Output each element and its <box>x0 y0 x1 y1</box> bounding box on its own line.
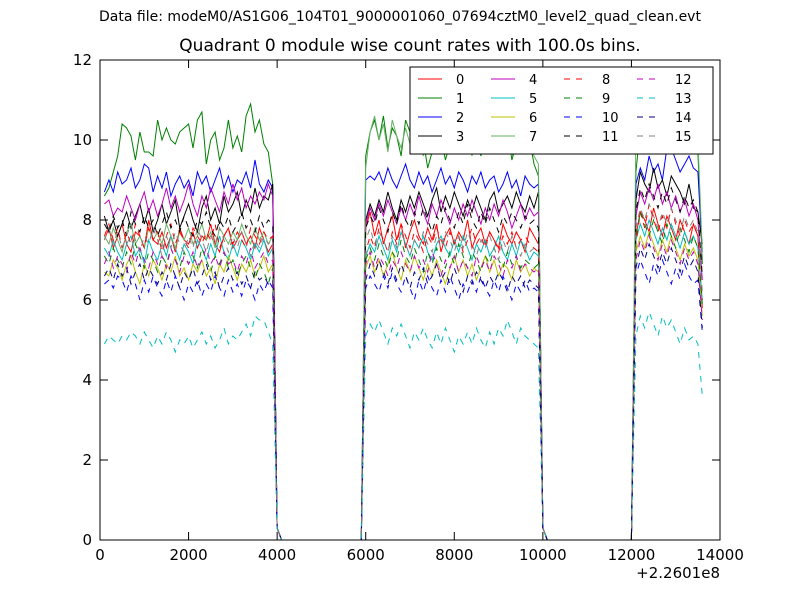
y-tick-label: 4 <box>82 371 92 389</box>
legend-label-7: 7 <box>529 130 537 145</box>
series-line-12 <box>103 234 703 540</box>
legend-label-6: 6 <box>529 111 537 126</box>
series-line-14 <box>103 242 703 540</box>
x-tick-label: 0 <box>95 546 105 564</box>
legend-label-4: 4 <box>529 73 537 88</box>
y-tick-label: 6 <box>82 291 92 309</box>
x-tick-label: 4000 <box>258 546 296 564</box>
series-line-2 <box>103 147 703 540</box>
legend-label-13: 13 <box>675 92 692 107</box>
series-line-9 <box>103 210 703 540</box>
x-tick-label: 2000 <box>169 546 207 564</box>
legend-label-9: 9 <box>602 92 610 107</box>
series-line-3 <box>103 167 703 540</box>
chart-title: Quadrant 0 module wise count rates with … <box>179 36 641 56</box>
legend-box <box>409 66 714 155</box>
x-tick-label: 6000 <box>347 546 385 564</box>
legend-label-0: 0 <box>456 73 464 88</box>
x-tick-label: 8000 <box>435 546 473 564</box>
legend-label-1: 1 <box>456 92 464 107</box>
legend-label-3: 3 <box>456 130 464 145</box>
legend-label-10: 10 <box>602 111 619 126</box>
x-tick-label: 12000 <box>608 546 656 564</box>
series-line-4 <box>104 182 703 540</box>
y-tick-label: 8 <box>82 211 92 229</box>
legend-label-14: 14 <box>675 111 692 126</box>
x-offset-label: +2.2601e8 <box>636 564 720 582</box>
x-tick-label: 14000 <box>696 546 744 564</box>
plot-area <box>103 102 703 540</box>
data-file-suptitle: Data file: modeM0/AS1G06_104T01_90000010… <box>99 9 701 25</box>
y-tick-label: 0 <box>82 531 92 549</box>
y-tick-label: 2 <box>82 451 92 469</box>
legend-label-2: 2 <box>456 111 464 126</box>
legend-label-8: 8 <box>602 73 610 88</box>
series-line-15 <box>103 202 703 540</box>
x-tick-label: 10000 <box>519 546 567 564</box>
legend-label-12: 12 <box>675 73 692 88</box>
legend-label-11: 11 <box>602 130 619 145</box>
series-line-6 <box>104 230 703 540</box>
series-line-8 <box>103 203 703 540</box>
series-line-13 <box>103 310 703 540</box>
legend-label-15: 15 <box>675 130 692 145</box>
series-line-7 <box>103 103 703 540</box>
y-tick-label: 10 <box>73 131 92 149</box>
legend-label-5: 5 <box>529 92 537 107</box>
y-tick-label: 12 <box>73 51 92 69</box>
series-line-10 <box>104 258 703 540</box>
series-line-11 <box>103 182 703 540</box>
